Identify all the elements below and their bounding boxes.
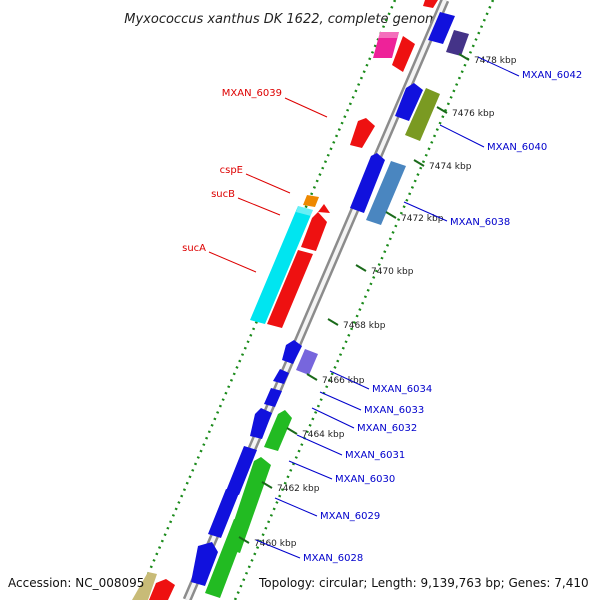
gene-label-mxan_6033[interactable]: MXAN_6033 <box>364 405 424 416</box>
callout-line <box>288 460 333 480</box>
gene-label-mxan_6032[interactable]: MXAN_6032 <box>357 423 417 434</box>
accession-text: Accession: NC_008095 <box>8 576 144 590</box>
gene-feature[interactable] <box>446 30 469 56</box>
gene-feature[interactable] <box>250 408 272 439</box>
tick-mark <box>238 536 250 544</box>
gene-feature[interactable] <box>250 206 313 324</box>
tick-label: 7478 kbp <box>474 56 517 66</box>
gene-labels: MXAN_6039 cspE sucB sucA MXAN_6042 MXAN_6040 M… <box>182 56 582 564</box>
gene-feature[interactable] <box>273 369 289 384</box>
tick-label: 7474 kbp <box>429 162 472 172</box>
callout-line <box>311 407 355 429</box>
gene-label-cspe[interactable]: cspE <box>220 165 243 176</box>
callout-line <box>296 434 343 456</box>
gene-label-mxan_6029[interactable]: MXAN_6029 <box>320 511 380 522</box>
callout-line <box>319 391 362 411</box>
gene-feature[interactable] <box>303 195 319 207</box>
gene-feature[interactable] <box>282 340 302 364</box>
gene-feature[interactable] <box>428 12 455 44</box>
gene-label-mxan_6040[interactable]: MXAN_6040 <box>487 142 547 153</box>
gene-label-mxan_6028[interactable]: MXAN_6028 <box>303 553 363 564</box>
gene-feature[interactable] <box>226 446 257 495</box>
gene-feature[interactable] <box>350 118 375 148</box>
gene-feature[interactable] <box>296 349 318 375</box>
callout-line <box>329 370 370 390</box>
gene-feature[interactable] <box>208 489 239 538</box>
gene-feature[interactable] <box>423 0 438 8</box>
gene-label-suca[interactable]: sucA <box>182 243 206 254</box>
callout-line <box>477 56 520 77</box>
gene-label-sucb[interactable]: sucB <box>211 189 235 200</box>
gene-feature[interactable] <box>318 204 330 213</box>
gene-label-mxan_6039[interactable]: MXAN_6039 <box>222 88 282 99</box>
tick-mark <box>327 318 339 326</box>
tick-mark <box>306 373 318 381</box>
callout-line <box>439 124 485 148</box>
gene-feature[interactable] <box>267 212 327 328</box>
callout-line <box>208 251 257 273</box>
tick-label: 7464 kbp <box>302 430 345 440</box>
tick-mark <box>436 106 448 114</box>
gene-feature[interactable] <box>350 153 385 213</box>
map-title: Myxococcus xanthus DK 1622, complete gen… <box>124 12 445 27</box>
callout-line <box>274 497 318 517</box>
gene-feature[interactable] <box>395 83 423 121</box>
tick-label: 7472 kbp <box>401 214 444 224</box>
tick-label: 7466 kbp <box>322 376 365 386</box>
gene-feature[interactable] <box>264 410 292 451</box>
tick-label: 7462 kbp <box>277 484 320 494</box>
tick-mark <box>458 53 470 61</box>
gene-label-mxan_6034[interactable]: MXAN_6034 <box>372 384 432 395</box>
tick-mark <box>261 481 273 489</box>
callout-line <box>255 539 301 559</box>
topology-text: Topology: circular; Length: 9,139,763 bp… <box>258 576 589 590</box>
callout-line <box>403 201 448 222</box>
tick-label: 7468 kbp <box>343 321 386 331</box>
gene-feature[interactable] <box>366 161 406 225</box>
gene-feature[interactable] <box>191 542 218 586</box>
gene-feature[interactable] <box>405 88 440 141</box>
tick-label: 7470 kbp <box>371 267 414 277</box>
tick-mark <box>286 427 298 435</box>
gene-feature[interactable] <box>373 32 399 58</box>
gene-feature[interactable] <box>149 579 175 600</box>
gene-feature[interactable] <box>392 36 415 72</box>
tick-label: 7460 kbp <box>254 539 297 549</box>
callout-line <box>237 197 281 216</box>
tick-mark <box>385 211 397 219</box>
tick-mark <box>355 264 367 272</box>
gene-feature[interactable] <box>205 519 248 598</box>
callout-line <box>284 97 328 118</box>
gene-label-mxan_6030[interactable]: MXAN_6030 <box>335 474 395 485</box>
callout-line <box>245 173 291 194</box>
gene-label-mxan_6031[interactable]: MXAN_6031 <box>345 450 405 461</box>
tick-label: 7476 kbp <box>452 109 495 119</box>
gene-label-mxan_6038[interactable]: MXAN_6038 <box>450 217 510 228</box>
gene-feature[interactable] <box>264 388 282 407</box>
scale-ticks: 7478 kbp 7476 kbp 7474 kbp 7472 kbp 7470 kbp… <box>238 53 517 549</box>
gene-feature[interactable] <box>132 572 157 600</box>
tick-mark <box>413 159 425 167</box>
gene-label-mxan_6042[interactable]: MXAN_6042 <box>522 70 582 81</box>
